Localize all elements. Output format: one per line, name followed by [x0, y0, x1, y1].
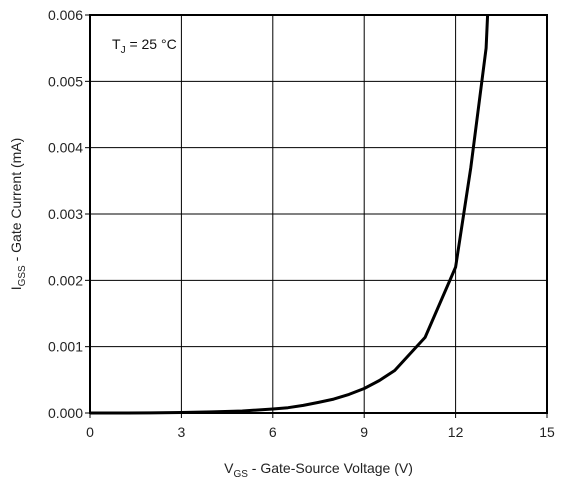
y-tick-label: 0.003 [48, 206, 83, 222]
x-axis-label-rest: - Gate-Source Voltage (V) [248, 460, 413, 476]
series-layer [89, 14, 490, 415]
y-axis-label: IGSS - Gate Current (mA) [8, 138, 28, 291]
x-axis-label: VGS - Gate-Source Voltage (V) [224, 460, 413, 480]
x-tick-label: 0 [86, 424, 94, 440]
x-axis-label-sub: GS [233, 469, 248, 480]
y-axis-label-main: I [8, 286, 24, 290]
x-tick-label: 3 [178, 424, 186, 440]
annotation-main: T [112, 36, 121, 52]
x-tick-label: 6 [269, 424, 277, 440]
x-tick-label: 9 [360, 424, 368, 440]
temperature-annotation: TJ = 25 °C [112, 36, 177, 56]
grid [90, 15, 547, 413]
annotation-rest: = 25 °C [126, 36, 177, 52]
series-line [89, 14, 490, 415]
y-tick-label: 0.004 [48, 140, 83, 156]
y-axis-label-rest: - Gate Current (mA) [8, 138, 24, 266]
y-tick-label: 0.006 [48, 7, 83, 23]
x-tick-label: 12 [448, 424, 464, 440]
annotation-sub: J [121, 45, 126, 56]
x-tick-label: 15 [539, 424, 555, 440]
x-axis-label-main: V [224, 460, 234, 476]
y-tick-label: 0.002 [48, 272, 83, 288]
y-tick-label: 0.005 [48, 73, 83, 89]
tick-labels: 0 3 6 9 12 15 0.000 0.001 0.002 0.003 0.004 0.005 0.… [48, 7, 555, 440]
y-tick-label: 0.000 [48, 405, 83, 421]
y-tick-label: 0.001 [48, 339, 83, 355]
y-axis-label-sub: GSS [17, 265, 28, 286]
